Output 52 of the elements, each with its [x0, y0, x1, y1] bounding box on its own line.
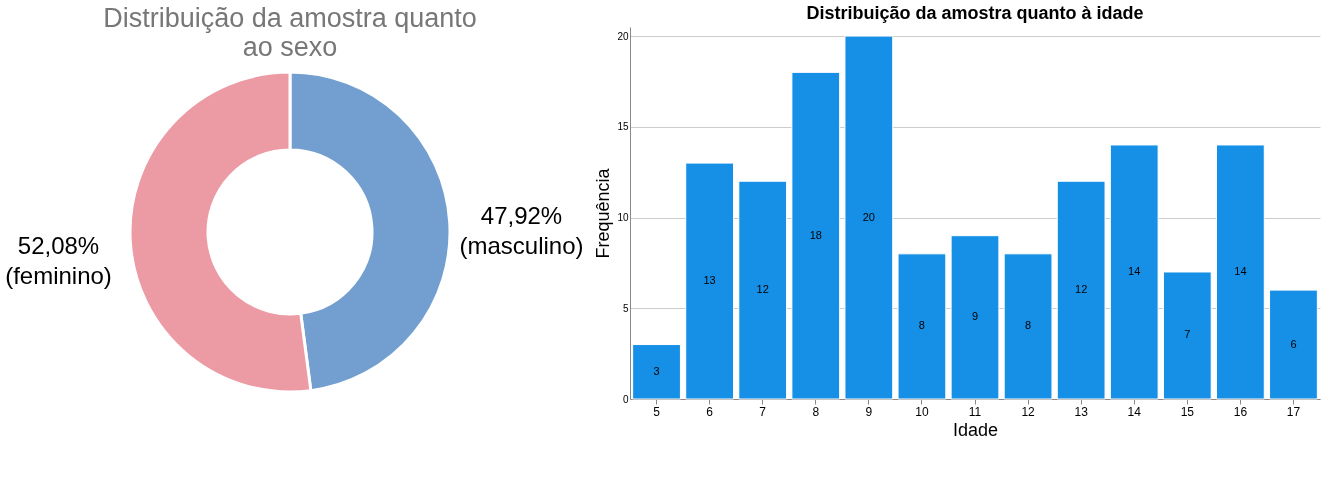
data-label: 18 — [809, 228, 822, 241]
bar — [1056, 180, 1106, 400]
x-tick-label: 10 — [915, 404, 929, 419]
bar — [844, 35, 894, 400]
bar — [1269, 289, 1318, 400]
data-label: 14 — [1234, 264, 1247, 277]
x-tick-label: 8 — [812, 404, 820, 419]
data-label: 8 — [918, 319, 925, 332]
data-label: 12 — [756, 283, 769, 296]
x-tick-label: 11 — [968, 404, 982, 419]
bar — [791, 71, 841, 400]
y-axis-title: Frequência — [593, 167, 614, 259]
data-label: 6 — [1290, 337, 1297, 350]
y-tick-label: 0 — [622, 393, 629, 405]
y-tick-label: 20 — [617, 30, 629, 42]
data-label: 20 — [862, 210, 875, 223]
x-axis-title: Idade — [952, 419, 999, 440]
bar — [1003, 253, 1053, 400]
x-tick-label: 9 — [865, 404, 873, 419]
data-label: 12 — [1075, 283, 1088, 296]
bar — [632, 344, 681, 400]
x-tick-label: 13 — [1074, 404, 1089, 419]
bar — [1216, 144, 1265, 400]
slice-label: (feminino) — [5, 262, 112, 290]
x-tick-label: 12 — [1021, 404, 1036, 419]
x-tick-label: 6 — [706, 404, 714, 419]
bar — [738, 180, 788, 400]
x-tick-label: 16 — [1233, 404, 1248, 419]
chart-title: Distribuição da amostra quanto à idade — [806, 3, 1144, 23]
y-tick-label: 5 — [622, 302, 629, 314]
data-label: 8 — [1025, 319, 1032, 332]
slice-label: (masculino) — [459, 231, 584, 259]
x-tick-label: 15 — [1180, 404, 1195, 419]
chart-title: Distribuição da amostra quanto ao sexo — [103, 3, 477, 62]
bar — [685, 162, 734, 400]
x-tick-label: 5 — [653, 404, 661, 419]
y-tick-label: 15 — [617, 121, 629, 133]
data-label: 7 — [1184, 328, 1191, 341]
x-tick-label: 14 — [1127, 404, 1142, 419]
data-label: 13 — [703, 274, 716, 287]
data-label: 9 — [971, 310, 979, 323]
data-label: 47,92% — [480, 201, 563, 229]
data-label: 14 — [1128, 264, 1141, 277]
bar — [1109, 144, 1159, 400]
x-tick-label: 7 — [759, 404, 767, 419]
data-label: 3 — [653, 364, 660, 377]
bar — [1162, 271, 1212, 400]
x-tick-label: 17 — [1286, 404, 1301, 419]
y-tick-label: 10 — [617, 212, 629, 224]
bar — [950, 235, 1000, 400]
data-label: 52,08% — [17, 232, 100, 260]
bar — [897, 253, 947, 400]
